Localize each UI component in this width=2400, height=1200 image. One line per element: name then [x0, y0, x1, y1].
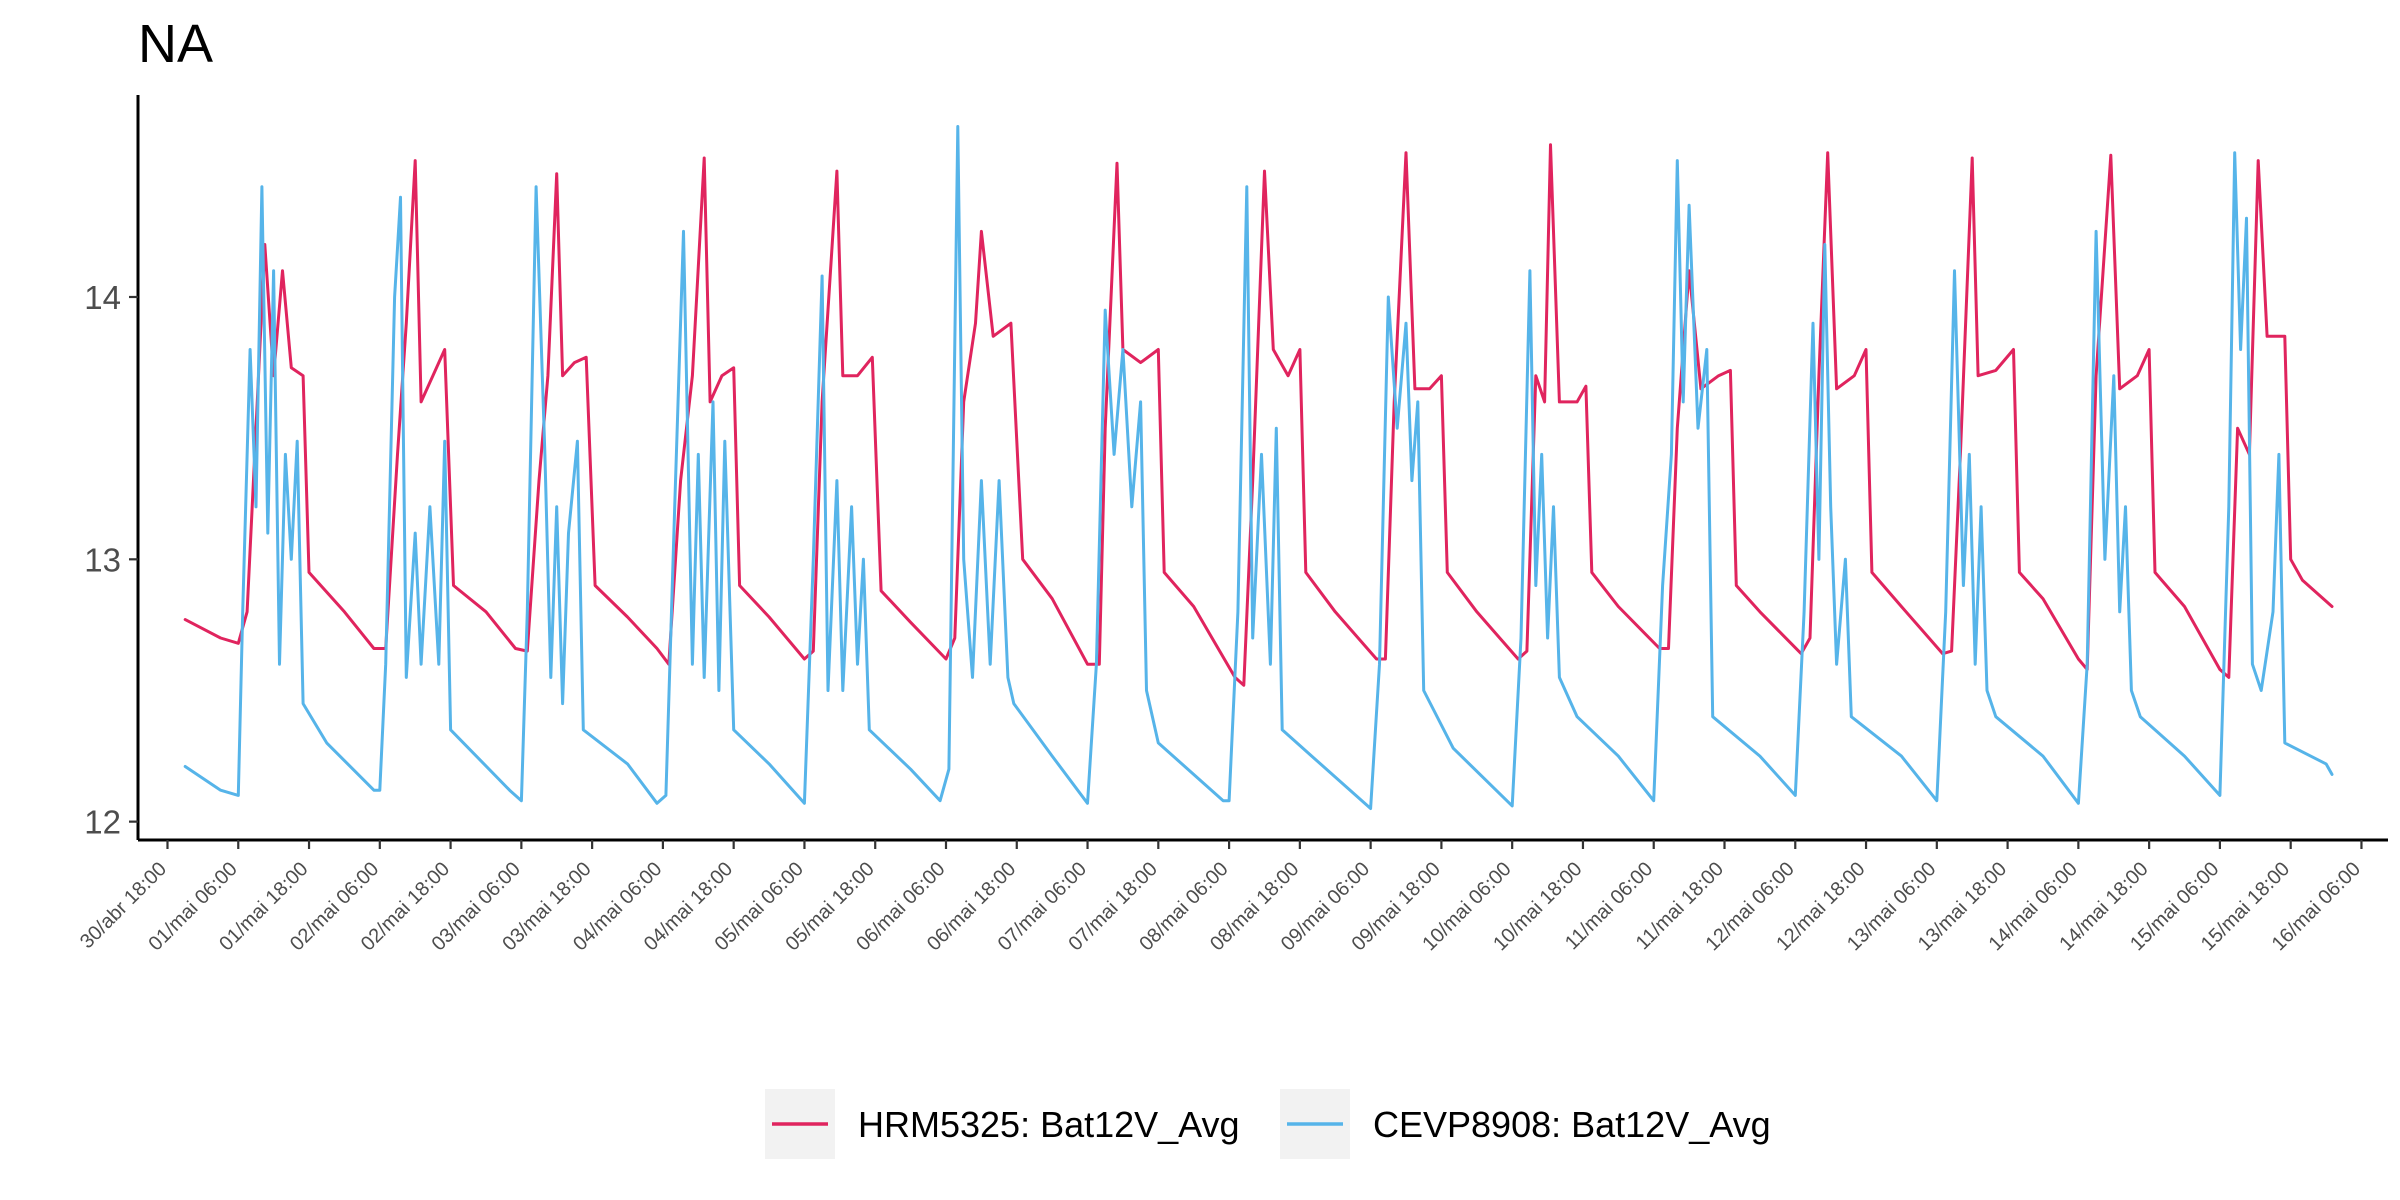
series-line-2 — [183, 125, 2334, 810]
y-tick-label: 12 — [84, 804, 121, 841]
legend-item-1: HRM5325: Bat12V_Avg — [765, 1089, 1240, 1159]
y-tick-label: 14 — [84, 279, 121, 316]
legend-label: HRM5325: Bat12V_Avg — [858, 1104, 1240, 1145]
y-ticks: 12 13 14 — [84, 279, 138, 841]
series-line-1 — [183, 143, 2334, 687]
series-layer — [183, 125, 2334, 810]
chart-title: NA — [138, 14, 213, 74]
legend-label: CEVP8908: Bat12V_Avg — [1373, 1104, 1771, 1145]
y-tick-label: 13 — [84, 541, 121, 578]
legend-item-2: CEVP8908: Bat12V_Avg — [1280, 1089, 1771, 1159]
legend: HRM5325: Bat12V_Avg CEVP8908: Bat12V_Avg — [765, 1089, 1771, 1159]
